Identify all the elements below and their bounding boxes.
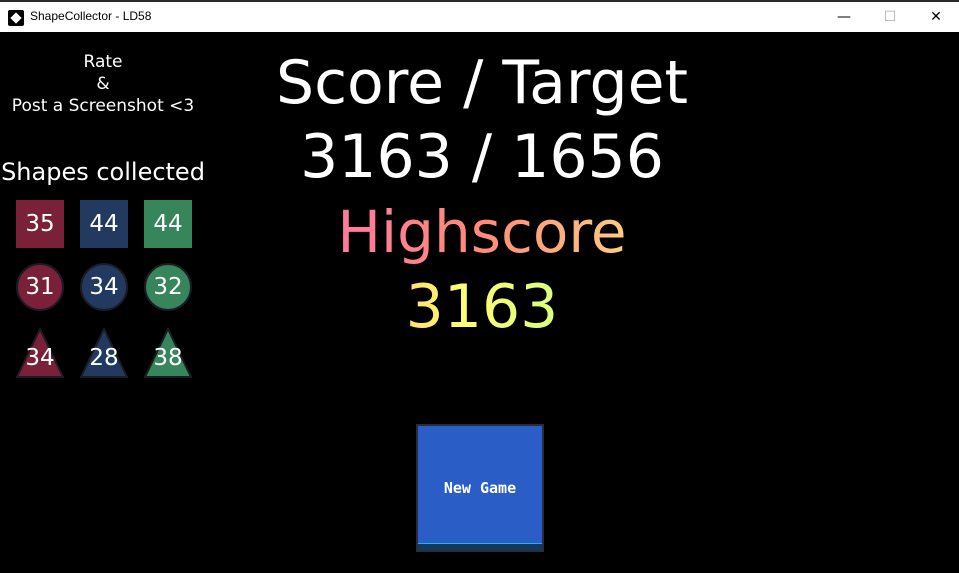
window-title: ShapeCollector - LD58 [30,9,152,23]
triangle-icon [16,328,64,378]
shapes-collected-title: Shapes collected [1,158,205,186]
shape-count: 44 [89,211,119,237]
game-canvas: Rate & Post a Screenshot <3 Shapes colle… [0,32,959,573]
title-bar: ShapeCollector - LD58 — ☐ ✕ [0,0,959,32]
score-target-value: 3163 / 1656 [300,122,664,192]
green-square-counter: 44 [144,200,192,248]
shape-count: 28 [89,345,119,371]
shape-count: 35 [25,211,55,237]
close-button[interactable]: ✕ [930,9,942,25]
rate-line: & [96,74,110,94]
shape-count: 34 [89,274,119,300]
red-square-counter: 35 [16,200,64,248]
rate-line: Post a Screenshot <3 [11,96,195,116]
shape-count: 38 [153,345,183,371]
triangle-icon [144,328,192,378]
green-circle-counter: 32 [144,263,192,311]
minimize-button[interactable]: — [837,9,851,25]
shape-count: 44 [153,211,183,237]
app-icon [8,10,24,26]
new-game-button[interactable]: New Game [416,424,544,552]
red-circle-counter: 31 [16,263,64,311]
green-triangle-counter: 38 [144,328,192,378]
score-target-label: Score / Target [275,48,689,118]
highscore-label: Highscore [337,198,627,266]
rate-message: Rate & Post a Screenshot <3 [0,51,206,117]
highscore-value: 3163 [405,272,559,342]
red-triangle-counter: 34 [16,328,64,378]
rate-line: Rate [83,52,123,72]
shape-count: 32 [153,274,183,300]
shape-count: 31 [25,274,55,300]
maximize-button[interactable]: ☐ [883,9,897,25]
shape-count: 34 [25,345,55,371]
triangle-icon [80,328,128,378]
blue-triangle-counter: 28 [80,328,128,378]
blue-square-counter: 44 [80,200,128,248]
blue-circle-counter: 34 [80,263,128,311]
